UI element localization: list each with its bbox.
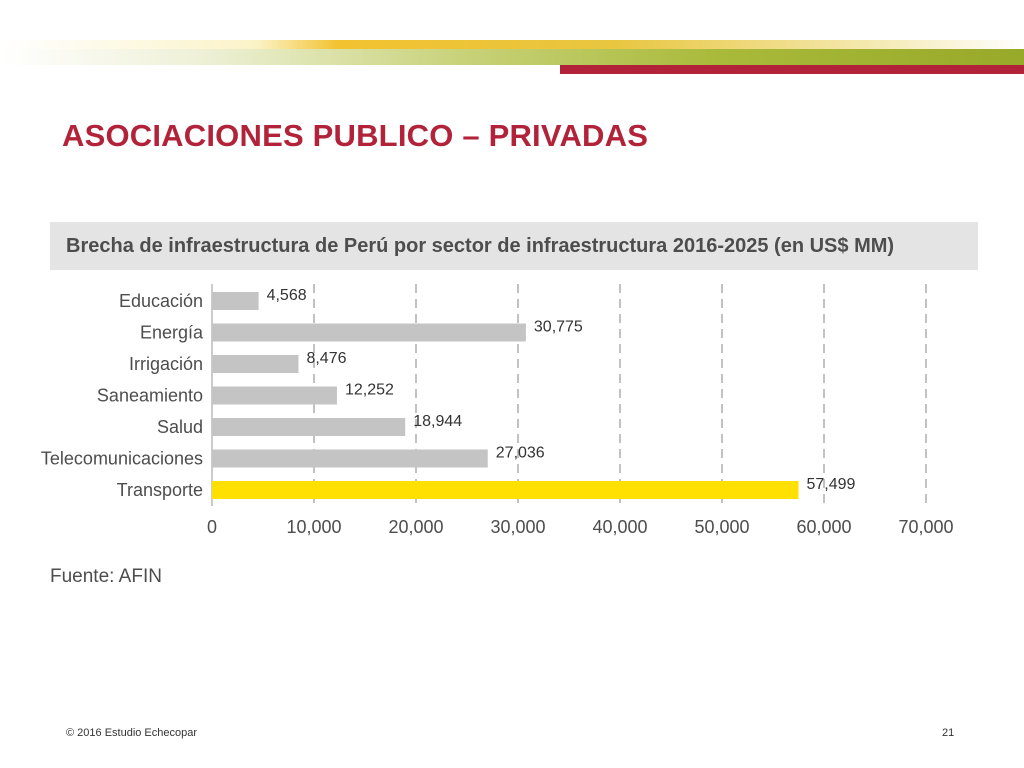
category-label: Transporte [117,480,203,500]
x-tick-label: 50,000 [694,517,749,537]
slide-title: ASOCIACIONES PUBLICO – PRIVADAS [62,118,649,153]
page-number: 21 [942,727,955,739]
header-accent-green [0,49,1024,65]
x-tick-label: 30,000 [490,517,545,537]
category-label: Irrigación [129,354,203,374]
x-tick-label: 70,000 [898,517,953,537]
data-label: 57,499 [806,476,855,493]
x-tick-label: 60,000 [796,517,851,537]
category-label: Saneamiento [97,386,203,406]
data-label: 4,568 [267,287,307,304]
category-label: Energía [140,323,204,343]
category-label: Educación [119,291,203,311]
category-label: Salud [157,417,203,437]
chart-title: Brecha de infraestructura de Perú por se… [66,235,895,257]
data-label: 12,252 [345,382,394,399]
bar-4 [212,418,406,436]
bar-0 [212,292,259,310]
header-accent-red [560,65,1024,74]
chart-source: Fuente: AFIN [50,566,162,587]
x-tick-label: 20,000 [388,517,443,537]
data-label: 8,476 [306,350,346,367]
x-tick-label: 10,000 [286,517,341,537]
data-label: 30,775 [534,319,583,336]
category-label: Telecomunicaciones [41,449,203,469]
bar-1 [212,323,526,342]
bar-6 [212,481,799,499]
header-accent-gold [0,40,1024,49]
x-tick-label: 40,000 [592,517,647,537]
bar-5 [212,449,488,468]
data-label: 27,036 [496,445,545,462]
chart-title-band: Brecha de infraestructura de Perú por se… [50,222,978,270]
x-tick-label: 0 [207,517,217,537]
data-label: 18,944 [413,413,462,430]
footer-copyright: © 2016 Estudio Echecopar [66,727,198,739]
bar-3 [212,386,337,405]
bar-2 [212,355,299,373]
